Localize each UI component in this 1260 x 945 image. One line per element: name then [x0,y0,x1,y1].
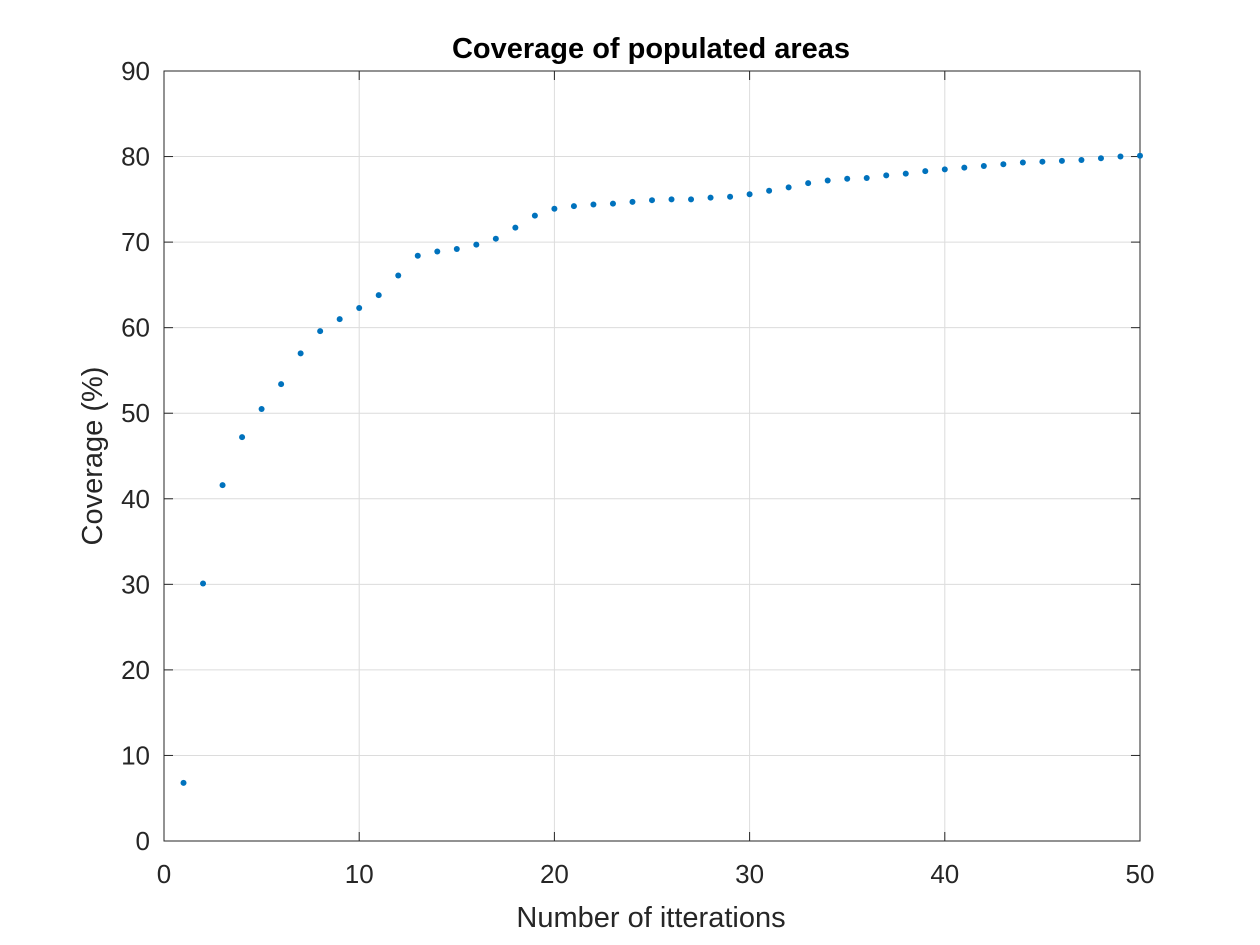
data-point [220,482,226,488]
data-point [708,195,714,201]
data-point [473,242,479,248]
x-tick-label: 50 [1126,859,1155,889]
data-point [200,580,206,586]
x-tick-label: 30 [735,859,764,889]
data-point [922,168,928,174]
data-point [1078,157,1084,163]
data-point [1039,159,1045,165]
data-point [317,328,323,334]
data-point [766,188,772,194]
data-point [1137,153,1143,159]
data-point [688,196,694,202]
data-point [825,178,831,184]
data-point [1098,155,1104,161]
data-point [942,166,948,172]
data-point [727,194,733,200]
data-point [590,201,596,207]
x-tick-label: 40 [930,859,959,889]
x-tick-label: 0 [157,859,171,889]
data-point [786,184,792,190]
data-point [883,172,889,178]
data-point [434,249,440,255]
data-point [337,316,343,322]
data-point [747,191,753,197]
data-point [805,180,811,186]
data-point [571,203,577,209]
data-point [1117,154,1123,160]
data-point [259,406,265,412]
data-point [415,253,421,259]
y-tick-label: 50 [121,398,150,428]
data-point [532,213,538,219]
data-point [493,236,499,242]
data-point [395,272,401,278]
data-point [669,196,675,202]
data-point [961,165,967,171]
data-point [844,176,850,182]
x-axis-label: Number of itterations [516,902,785,934]
y-tick-label: 20 [121,655,150,685]
y-tick-label: 0 [136,826,150,856]
data-point [512,225,518,231]
data-point [1000,161,1006,167]
x-tick-label: 10 [345,859,374,889]
data-point [356,305,362,311]
y-tick-label: 90 [121,56,150,86]
y-tick-label: 60 [121,313,150,343]
data-point [610,201,616,207]
x-tick-label: 20 [540,859,569,889]
data-point [981,163,987,169]
data-point [181,780,187,786]
data-point [239,434,245,440]
data-point [298,350,304,356]
y-tick-label: 30 [121,569,150,599]
data-point [454,246,460,252]
y-axis-label: Coverage (%) [77,367,109,546]
y-tick-label: 40 [121,484,150,514]
y-tick-label: 70 [121,227,150,257]
data-point [629,199,635,205]
data-point [649,197,655,203]
data-point [1020,160,1026,166]
data-point [376,292,382,298]
y-tick-label: 10 [121,740,150,770]
data-point [278,381,284,387]
data-point [1059,158,1065,164]
y-tick-label: 80 [121,142,150,172]
chart-title: Coverage of populated areas [452,33,850,65]
data-point [864,175,870,181]
data-point [903,171,909,177]
data-point [551,206,557,212]
